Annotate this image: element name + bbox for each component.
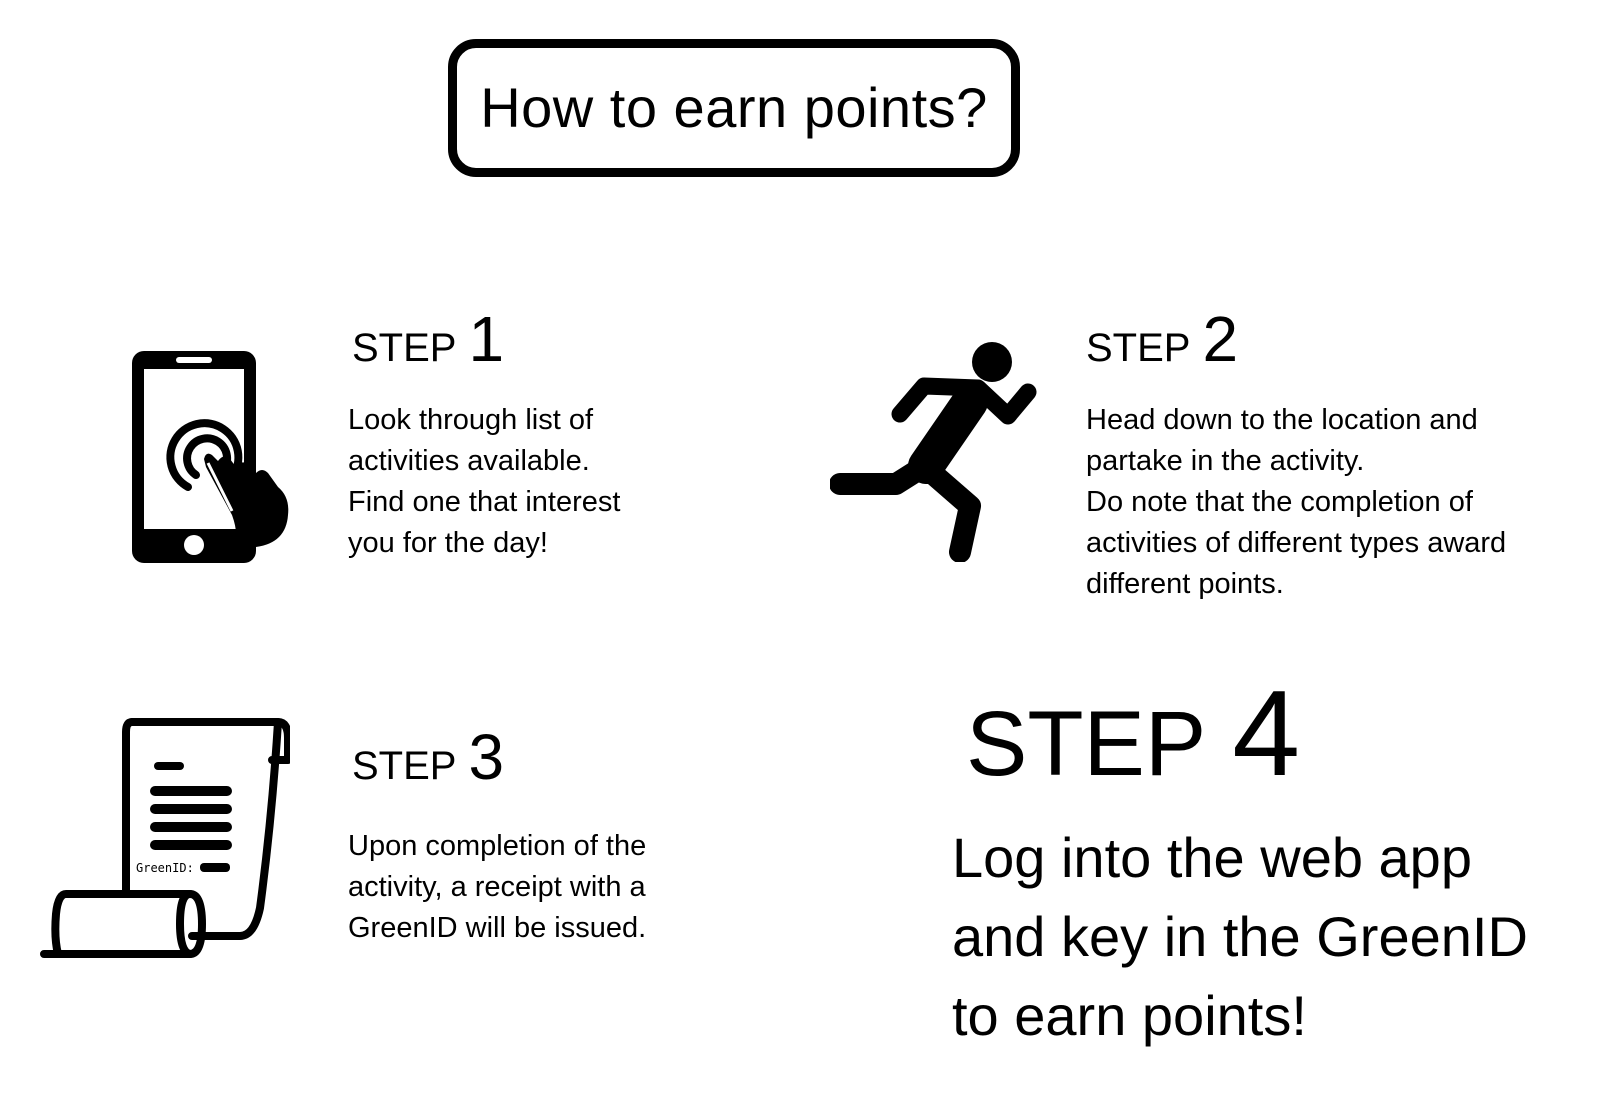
step-3-line: GreenID will be issued. <box>348 912 647 944</box>
step-3-description: Upon completion of the activity, a recei… <box>348 826 646 949</box>
step-3-number: 3 <box>468 721 505 793</box>
step-1-word: STEP <box>352 326 457 370</box>
step-4-heading: STEP 4 <box>966 672 1300 794</box>
step-1-number: 1 <box>468 303 505 375</box>
step-2-line: partake in the activity. <box>1086 445 1365 477</box>
step-3-line: Upon completion of the <box>348 830 647 862</box>
step-2-description: Head down to the location and partake in… <box>1086 400 1506 605</box>
step-3-word: STEP <box>352 744 457 788</box>
step-2-number: 2 <box>1202 303 1239 375</box>
step-2-line: activities of different types award <box>1086 527 1507 559</box>
step-2-line: Head down to the location and <box>1086 404 1478 436</box>
step-2-line: Do note that the completion of <box>1086 486 1473 518</box>
receipt-scroll-icon: GreenID: <box>40 718 290 958</box>
step-1-line: Look through list of <box>348 404 594 436</box>
step-4-line: and key in the GreenID <box>952 905 1528 968</box>
running-person-icon <box>830 342 1037 562</box>
step-4-line: to earn points! <box>952 984 1307 1047</box>
step-1-line: Find one that interest <box>348 486 621 518</box>
step-4-word: STEP <box>966 693 1207 795</box>
step-3-line: activity, a receipt with a <box>348 871 646 903</box>
step-1-description: Look through list of activities availabl… <box>348 400 620 564</box>
step-4-line: Log into the web app <box>952 826 1472 889</box>
smartphone-tap-icon <box>132 351 289 563</box>
step-3-heading: STEP 3 <box>352 725 504 789</box>
step-1-heading: STEP 1 <box>352 307 504 371</box>
step-4-description: Log into the web app and key in the Gree… <box>952 818 1528 1055</box>
step-2-word: STEP <box>1086 326 1191 370</box>
step-1-line: you for the day! <box>348 527 548 559</box>
step-1-line: activities available. <box>348 445 590 477</box>
page-title: How to earn points? <box>480 76 988 139</box>
title-box: How to earn points? <box>448 39 1020 177</box>
step-4-number: 4 <box>1232 665 1301 801</box>
receipt-greenid-label: GreenID: <box>136 861 194 875</box>
step-2-line: different points. <box>1086 568 1284 600</box>
step-2-heading: STEP 2 <box>1086 307 1238 371</box>
